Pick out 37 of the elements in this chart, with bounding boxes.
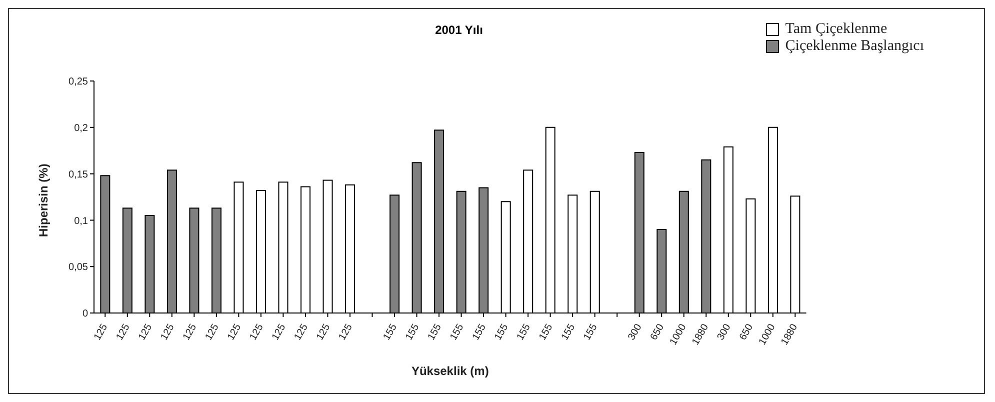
x-tick-label: 125 <box>203 322 222 342</box>
y-tick-label: 0,2 <box>74 122 88 134</box>
y-tick-label: 0,05 <box>68 262 88 274</box>
x-tick-label: 125 <box>114 322 132 342</box>
x-tick-label: 155 <box>426 322 444 342</box>
x-tick-label: 155 <box>470 322 489 342</box>
x-tick-label: 155 <box>448 322 466 342</box>
y-tick-label: 0,25 <box>68 76 88 88</box>
x-tick-label: 125 <box>92 322 110 342</box>
x-tick-label: 155 <box>404 322 422 342</box>
chart-title: 2001 Yılı <box>434 23 484 37</box>
x-tick-label: 155 <box>382 322 400 342</box>
y-tick-label: 0,15 <box>68 169 88 180</box>
y-tick-label: 0 <box>82 308 88 320</box>
x-tick-label: 125 <box>248 322 266 342</box>
legend-label: Çiçeklenme Başlangıcı <box>785 38 924 55</box>
y-tick-label: 0,1 <box>74 216 88 227</box>
legend-label: Tam Çiçeklenme <box>785 21 888 38</box>
x-tick-label: 125 <box>314 322 333 342</box>
x-tick-label: 125 <box>336 322 356 342</box>
x-tick-label: 155 <box>560 322 578 342</box>
x-tick-label: 155 <box>492 322 511 342</box>
x-tick-label: 125 <box>158 322 178 342</box>
x-tick-label: 300 <box>626 322 644 342</box>
x-tick-label: 300 <box>715 322 734 342</box>
x-tick-label: 125 <box>136 322 155 342</box>
x-tick-label: 125 <box>226 322 244 342</box>
x-tick-label: 125 <box>292 322 311 342</box>
x-tick-label: 125 <box>270 322 288 342</box>
x-tick-label: 650 <box>738 322 756 342</box>
x-tick-label: 125 <box>181 322 200 342</box>
x-tick-label: 650 <box>648 322 667 342</box>
x-tick-label: 155 <box>515 322 534 342</box>
x-tick-label: 155 <box>537 322 556 342</box>
x-axis-title: Yükseklik (m) <box>411 364 489 378</box>
x-tick-label: 155 <box>582 322 600 342</box>
y-axis-title: Hiperisin (%) <box>36 164 50 237</box>
